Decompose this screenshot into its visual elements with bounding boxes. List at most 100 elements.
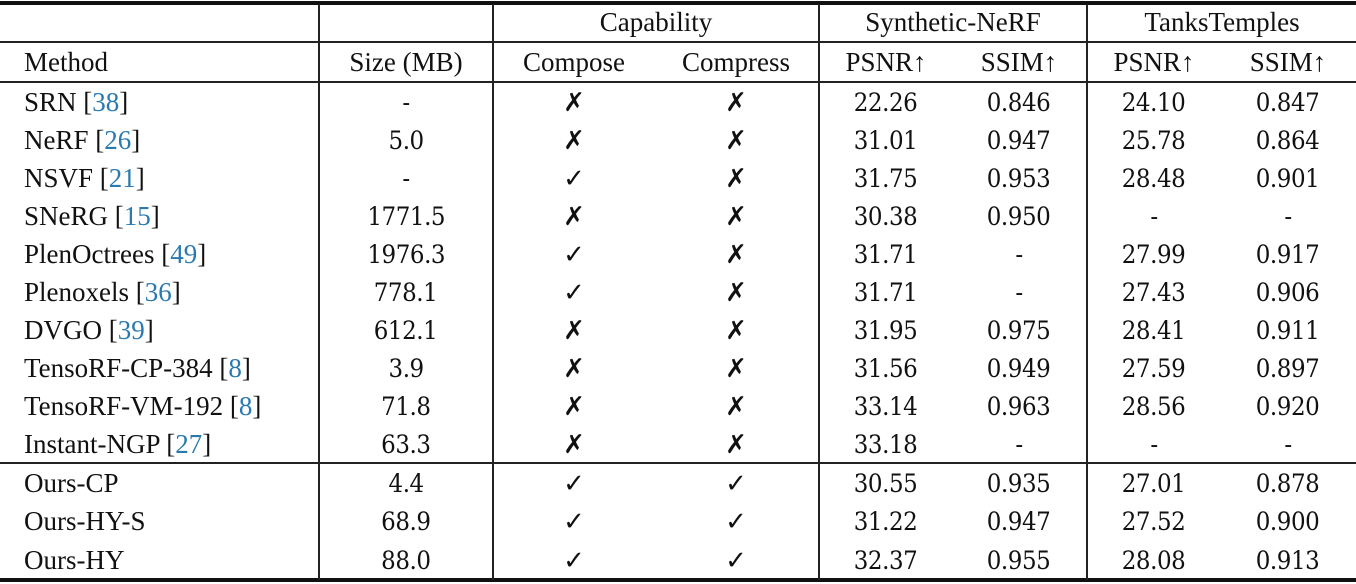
compress-cell: ✗ xyxy=(654,425,818,463)
compose-cell: ✗ xyxy=(494,425,654,463)
cite-bracket: ] xyxy=(131,125,141,155)
citation-link[interactable]: 36 xyxy=(144,277,172,307)
cite-bracket: [ xyxy=(154,239,171,269)
cite-bracket: [ xyxy=(102,315,118,345)
method-name: SRN xyxy=(24,87,77,117)
tt-ssim-value: - xyxy=(1284,202,1292,231)
method-name: SNeRG xyxy=(24,201,109,231)
method-name: NSVF xyxy=(24,163,94,193)
compose-cell: ✗ xyxy=(494,197,654,235)
tt-ssim-value: 0.917 xyxy=(1256,240,1320,269)
citation-link[interactable]: 27 xyxy=(175,429,203,459)
tt-psnr-value: 27.52 xyxy=(1122,507,1186,537)
tt-psnr-value: 28.41 xyxy=(1122,316,1186,345)
method-name: Ours-CP xyxy=(24,468,119,498)
cite-bracket: ] xyxy=(241,353,251,383)
tt-ssim-value: 0.911 xyxy=(1256,316,1320,345)
cite-bracket: ] xyxy=(135,163,145,193)
citation-link[interactable]: 49 xyxy=(170,239,198,269)
size-value: 63.3 xyxy=(381,430,431,459)
tt-ssim-value: 0.906 xyxy=(1256,278,1320,307)
cross-icon: ✗ xyxy=(563,202,585,232)
method-name: TensoRF-VM-192 xyxy=(24,391,224,421)
cross-icon: ✗ xyxy=(725,88,747,118)
syn-psnr-cell: 33.18 xyxy=(820,425,952,463)
tt-psnr-value: 25.78 xyxy=(1122,126,1186,155)
syn-ssim-value: - xyxy=(1015,278,1023,307)
cross-icon: ✗ xyxy=(725,240,747,270)
checkmark-icon: ✓ xyxy=(725,469,747,499)
method-name: Plenoxels xyxy=(24,277,129,307)
method-cell: NeRF [26] xyxy=(24,121,316,159)
compress-cell: ✓ xyxy=(654,541,818,579)
cross-icon: ✗ xyxy=(725,354,747,384)
checkmark-icon: ✓ xyxy=(563,278,585,308)
citation-link[interactable]: 15 xyxy=(123,201,151,231)
syn-psnr-value: 30.38 xyxy=(854,202,918,231)
syn-ssim-value: - xyxy=(1015,240,1023,269)
tt-psnr-value: - xyxy=(1150,430,1158,459)
size-value: 778.1 xyxy=(374,278,438,307)
tt-ssim-value: 0.901 xyxy=(1256,164,1320,193)
tt-psnr-cell: 28.48 xyxy=(1088,159,1220,197)
tt-ssim-cell: 0.900 xyxy=(1220,502,1356,540)
syn-psnr-value: 31.56 xyxy=(854,354,918,383)
syn-ssim-value: 0.975 xyxy=(987,316,1051,345)
tt-psnr-cell: 27.01 xyxy=(1088,464,1220,502)
tt-ssim-value: 0.864 xyxy=(1256,126,1320,155)
tt-psnr-cell: 28.56 xyxy=(1088,387,1220,425)
checkmark-icon: ✓ xyxy=(563,469,585,499)
syn-ssim-value: - xyxy=(1015,430,1023,459)
tt-ssim-cell: - xyxy=(1220,197,1356,235)
size-cell: - xyxy=(320,159,492,197)
cross-icon: ✗ xyxy=(563,88,585,118)
syn-psnr-value: 31.71 xyxy=(854,278,918,307)
cross-icon: ✗ xyxy=(563,354,585,384)
method-cell: TensoRF-CP-384 [8] xyxy=(24,349,316,387)
size-value: 68.9 xyxy=(381,507,431,537)
size-cell: 68.9 xyxy=(320,502,492,540)
size-value: 71.8 xyxy=(381,392,431,421)
cite-bracket: ] xyxy=(150,201,160,231)
vrule-method xyxy=(318,4,320,580)
citation-link[interactable]: 8 xyxy=(238,391,253,421)
tt-ssim-value: 0.900 xyxy=(1256,507,1320,537)
syn-ssim-cell: 0.975 xyxy=(952,311,1086,349)
vrule-capability-top xyxy=(818,4,820,42)
header-group-rule xyxy=(0,41,1356,43)
vrule-capability xyxy=(818,41,820,580)
size-cell: 778.1 xyxy=(320,273,492,311)
compress-cell: ✗ xyxy=(654,311,818,349)
tt-psnr-cell: - xyxy=(1088,425,1220,463)
tt-ssim-cell: 0.864 xyxy=(1220,121,1356,159)
citation-link[interactable]: 8 xyxy=(228,353,242,383)
compose-cell: ✓ xyxy=(494,464,654,502)
syn-psnr-value: 31.22 xyxy=(854,507,918,537)
tt-ssim-cell: - xyxy=(1220,425,1356,463)
method-name: Ours-HY-S xyxy=(24,506,146,537)
syn-ssim-cell: 0.955 xyxy=(952,541,1086,579)
syn-ssim-value: 0.949 xyxy=(987,354,1051,383)
compress-cell: ✗ xyxy=(654,197,818,235)
tt-ssim-cell: 0.906 xyxy=(1220,273,1356,311)
cross-icon: ✗ xyxy=(725,202,747,232)
syn-ssim-cell: 0.953 xyxy=(952,159,1086,197)
citation-link[interactable]: 26 xyxy=(104,125,132,155)
cite-bracket: [ xyxy=(212,353,229,383)
syn-psnr-cell: 32.37 xyxy=(820,541,952,579)
citation-link[interactable]: 38 xyxy=(92,87,120,117)
citation-link[interactable]: 21 xyxy=(108,163,136,193)
size-cell: 3.9 xyxy=(320,349,492,387)
syn-psnr-cell: 31.95 xyxy=(820,311,952,349)
syn-psnr-value: 31.95 xyxy=(854,316,918,345)
method-name: Ours-HY xyxy=(24,544,125,575)
syn-psnr-value: 33.18 xyxy=(854,430,918,459)
citation-link[interactable]: 39 xyxy=(117,315,145,345)
tt-psnr-value: 28.56 xyxy=(1122,392,1186,421)
vrule-synthetic xyxy=(1086,4,1088,580)
size-value: - xyxy=(402,164,410,193)
syn-ssim-value: 0.947 xyxy=(987,507,1051,537)
cross-icon: ✗ xyxy=(563,430,585,460)
cross-icon: ✗ xyxy=(563,316,585,346)
